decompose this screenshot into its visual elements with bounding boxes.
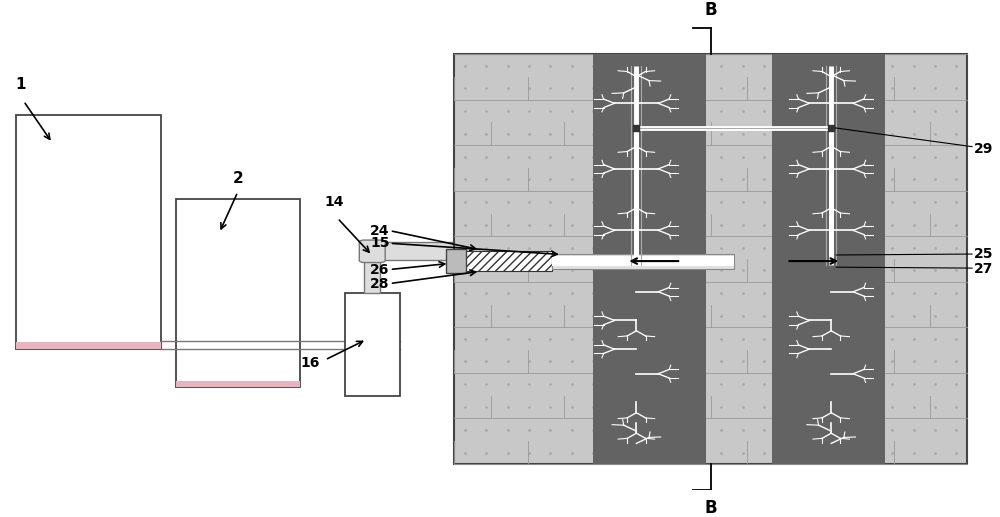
Text: 14: 14 xyxy=(325,195,344,209)
Bar xyxy=(446,249,466,273)
Bar xyxy=(345,293,400,396)
Text: 27: 27 xyxy=(974,262,993,276)
Text: 28: 28 xyxy=(370,277,390,291)
Text: 1: 1 xyxy=(15,77,26,92)
Bar xyxy=(176,381,300,387)
Text: 25: 25 xyxy=(974,247,994,261)
Text: 2: 2 xyxy=(232,171,243,186)
Bar xyxy=(772,54,885,464)
Bar xyxy=(16,115,161,349)
Text: 15: 15 xyxy=(370,236,390,250)
Text: 16: 16 xyxy=(301,356,320,370)
Text: B: B xyxy=(704,1,717,19)
Text: 29: 29 xyxy=(974,142,993,156)
Bar xyxy=(176,200,300,387)
Bar xyxy=(552,256,734,266)
Bar xyxy=(364,260,380,293)
Bar xyxy=(593,54,706,464)
Text: 26: 26 xyxy=(370,263,390,277)
Bar xyxy=(454,54,967,464)
Bar xyxy=(552,253,734,268)
Bar xyxy=(379,242,454,260)
Text: 24: 24 xyxy=(370,224,390,238)
Bar xyxy=(16,342,161,349)
Bar xyxy=(455,251,552,271)
FancyBboxPatch shape xyxy=(359,240,385,263)
Text: B: B xyxy=(704,499,717,517)
